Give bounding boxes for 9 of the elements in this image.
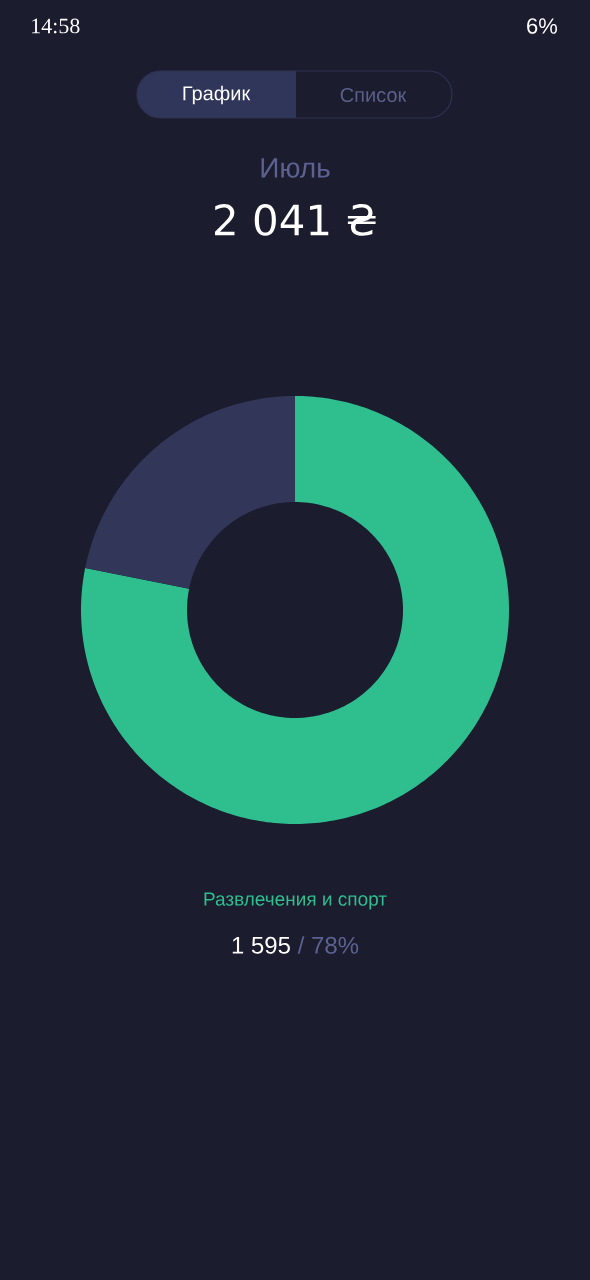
text: / 78%	[297, 936, 359, 954]
slice-label: Развлечения и спорт	[204, 892, 387, 910]
text: 6%	[527, 18, 558, 34]
text: График	[183, 85, 251, 105]
chart-title: Июль	[261, 158, 330, 178]
text: Список	[340, 87, 407, 103]
chart-subtitle: 2 041 ₴	[215, 204, 376, 236]
data-label: 1 595	[232, 936, 290, 954]
text: 14:58	[32, 18, 80, 34]
